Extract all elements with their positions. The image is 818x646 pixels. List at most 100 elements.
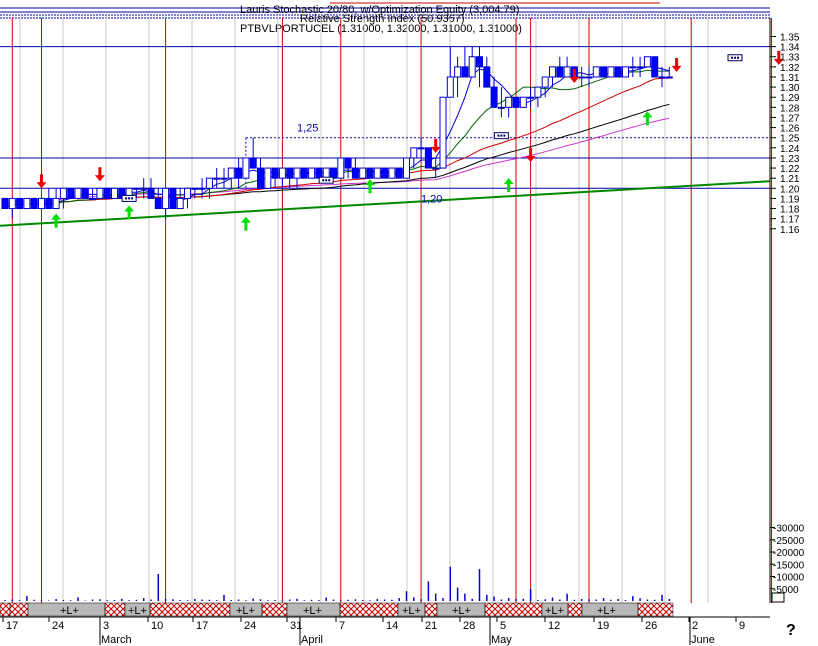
price-bar-body [636, 66, 644, 69]
exit-markers [121, 54, 743, 202]
price-bars [1, 46, 673, 219]
sell-signal-arrow [671, 57, 682, 72]
y-tick-label: 1.34 [780, 43, 800, 54]
price-bar-body [600, 66, 608, 78]
price-bar-body [111, 187, 118, 199]
position-band-segment [149, 602, 231, 617]
price-bar-body [132, 187, 140, 190]
position-band-segment [484, 602, 543, 617]
price-bar-body [476, 56, 483, 68]
price-bar-body [468, 56, 476, 78]
price-bar-body [198, 187, 206, 190]
position-band-segment [0, 602, 11, 617]
price-bar-body [527, 96, 535, 99]
month-label: June [691, 634, 715, 646]
price-bar-body [643, 56, 651, 68]
price-bar-body [45, 197, 53, 210]
price-bar-body [264, 167, 272, 189]
help-button[interactable]: ? [786, 622, 796, 639]
header-line-3: PTBVLPORTUCEL (1.31000, 1.32000, 1.31000… [240, 23, 522, 35]
price-bar-body [665, 76, 673, 79]
y-tick-label: 1.35 [780, 33, 800, 44]
position-band-label: +L+ [402, 605, 421, 617]
trade-signals [36, 50, 784, 231]
price-bar-body [176, 197, 184, 210]
volume-tick-label: -10000 [773, 573, 805, 584]
y-tick-label: 1.24 [780, 144, 800, 155]
price-bar-body [344, 157, 352, 169]
price-bar-body [417, 147, 425, 150]
price-bar-body [96, 187, 104, 199]
position-band-segment [424, 602, 438, 617]
price-bar-body [184, 187, 191, 199]
price-bar-body [140, 187, 148, 190]
price-bar-body [205, 177, 213, 189]
x-tick-label: 7 [339, 620, 345, 632]
price-bar-body [154, 197, 162, 210]
x-tick-label: 14 [386, 620, 398, 632]
position-band-label: +L+ [452, 605, 471, 617]
price-bar-body [607, 66, 615, 78]
y-tick-label: 1.21 [780, 174, 800, 185]
price-bar-body [483, 66, 491, 88]
sell-signal-arrow [569, 69, 580, 84]
price-bar-body [8, 197, 16, 210]
price-bar-body [461, 66, 469, 78]
price-bar-body [16, 197, 24, 210]
signal-vertical-lines [11, 18, 772, 603]
price-bar-body [257, 167, 264, 189]
price-bar-body [30, 197, 38, 210]
buy-signal-arrow [240, 216, 251, 231]
y-axis: 1.161.171.181.191.201.211.221.231.241.25… [769, 18, 800, 603]
x-tick-label: 3 [103, 620, 109, 632]
price-bar-body [585, 76, 593, 79]
price-bar-body [629, 66, 637, 69]
price-bar-body [490, 86, 498, 108]
volume-tick-label: -30000 [773, 524, 805, 535]
price-bar-body [242, 157, 250, 179]
price-bar-body [432, 167, 440, 170]
x-ticks: 17 24 3 10 17 24 31 7 14 21 28 5 12 19 26 2 9 March April M… [2, 617, 745, 646]
grid-lines [19, 18, 709, 603]
volume-tick-label: -15000 [773, 560, 805, 571]
x-tick-label: 9 [739, 620, 745, 632]
y-tick-label: 1.32 [780, 63, 800, 74]
x-tick-label: 12 [548, 620, 560, 632]
y-tick-label: 1.29 [780, 93, 800, 104]
price-bar-body [337, 157, 345, 179]
y-tick-label: 1.18 [780, 205, 800, 216]
position-band-segment [104, 602, 126, 617]
price-bar-body [52, 197, 60, 210]
price-bar-body [541, 76, 549, 88]
price-bar-body [366, 167, 374, 179]
price-bar-body [439, 96, 447, 169]
price-bar-body [330, 167, 337, 179]
position-band-segment [637, 602, 674, 617]
sell-signal-arrow [525, 147, 536, 162]
price-bar-body [388, 167, 396, 179]
price-bar-body [351, 167, 359, 179]
price-bar-body [300, 167, 308, 179]
sell-signal-arrow [36, 174, 47, 189]
sell-signal-arrow [773, 50, 784, 65]
sell-signal-arrow [94, 167, 105, 182]
x-tick-label: 26 [645, 620, 657, 632]
price-bar-body [446, 76, 454, 98]
position-band: +L+ +L+ +L+ +L+ +L+ +L+ +L+ +L+ [0, 602, 674, 617]
x-tick-label: 24 [244, 620, 256, 632]
price-bar-body [220, 177, 228, 180]
x-tick-label: 17 [196, 620, 208, 632]
price-bar-body [162, 187, 170, 210]
price-bar-body [322, 167, 330, 179]
x-tick-label: 17 [6, 620, 18, 632]
price-bar-body [74, 187, 82, 199]
price-bar-body [271, 167, 279, 179]
price-bar-body [1, 197, 9, 210]
price-bar-body [556, 66, 564, 78]
level-annotation-label: 1,20 [421, 193, 442, 205]
position-band-segment [567, 602, 583, 617]
price-bar-body [67, 187, 75, 199]
price-bar-body [505, 96, 513, 108]
volume-ticks: -5000-10000 -15000-20000-25000-30000 [770, 524, 805, 603]
header-line-1: Lauris Stochastic 20/80, w/Optimization … [240, 4, 519, 16]
